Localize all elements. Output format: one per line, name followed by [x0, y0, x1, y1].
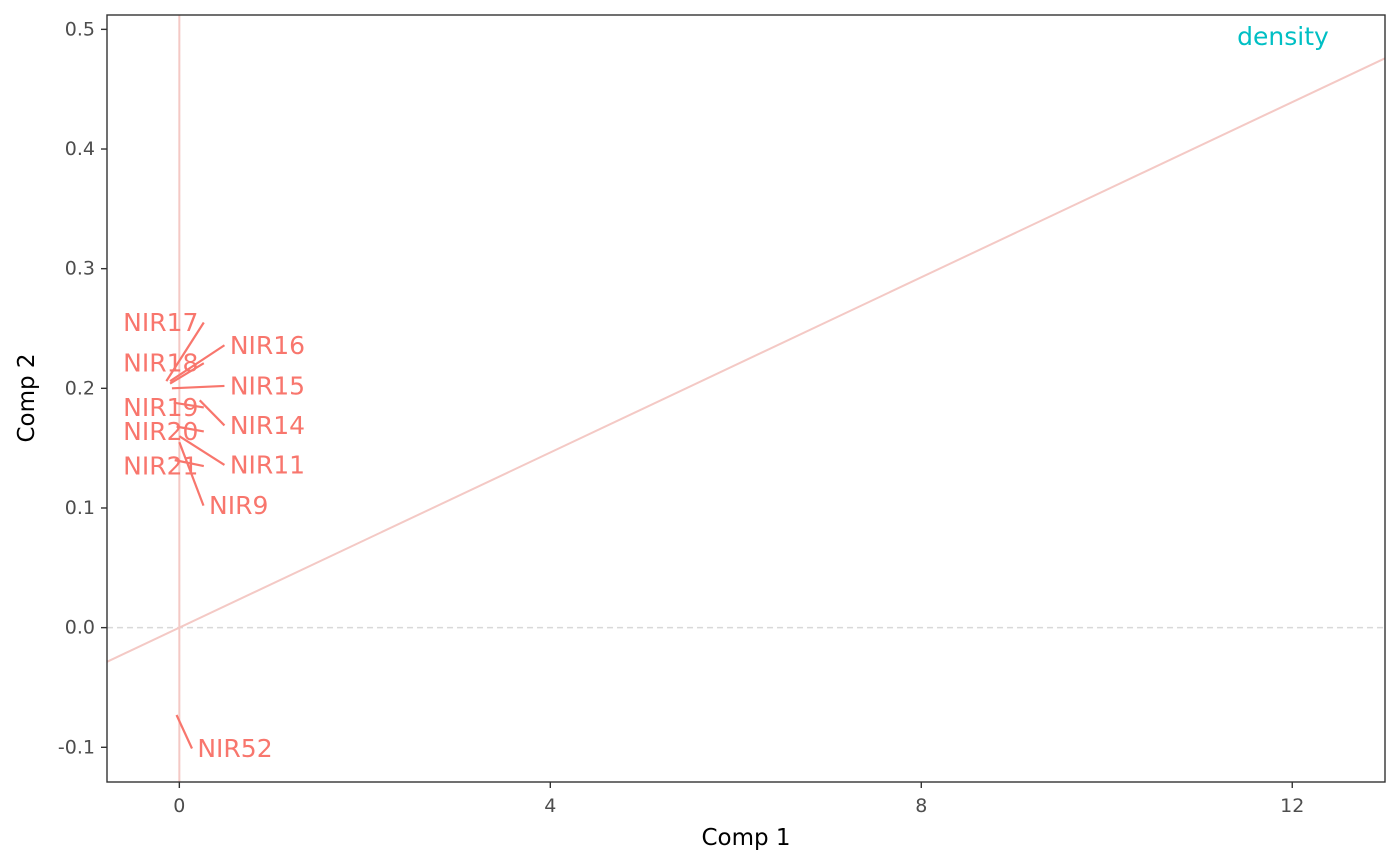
- y-tick-label-2: 0.1: [65, 497, 95, 519]
- y-tick-label-5: 0.4: [65, 138, 95, 160]
- label-connectors: [165, 321, 226, 749]
- point-label-nir15: NIR15: [230, 371, 305, 400]
- y-tick-label-3: 0.2: [65, 377, 95, 399]
- y-tick-label-0: -0.1: [58, 736, 95, 758]
- x-tick-label-1: 4: [544, 795, 556, 817]
- point-label-nir18: NIR18: [123, 349, 198, 378]
- x-axis-title: Comp 1: [701, 825, 790, 851]
- y-tick-label-1: 0.0: [65, 617, 95, 639]
- y-tick-label-6: 0.5: [65, 18, 95, 40]
- plot-panel-border: [106, 14, 1386, 783]
- connector-nir9: [178, 441, 205, 506]
- connector-nir15: [171, 384, 225, 390]
- connector-nir19: [173, 401, 204, 409]
- y-axis: -0.1 0.0 0.1 0.2 0.3 0.4 0.5: [58, 18, 107, 758]
- point-label-nir14: NIR14: [230, 411, 305, 440]
- point-labels: NIR17 NIR16 NIR18 NIR15 NIR19 NIR14 NIR20 NIR11…: [123, 308, 305, 763]
- point-label-nir20: NIR20: [123, 417, 198, 446]
- point-label-nir21: NIR21: [123, 452, 198, 481]
- point-label-nir52: NIR52: [197, 734, 272, 763]
- connector-nir52: [175, 714, 193, 749]
- guide-diagonal: [106, 57, 1386, 663]
- y-axis-title: Comp 2: [14, 353, 40, 442]
- point-label-nir19: NIR19: [123, 393, 198, 422]
- point-label-nir17: NIR17: [123, 308, 198, 337]
- x-tick-label-3: 12: [1280, 795, 1304, 817]
- annotation-density: density: [1237, 22, 1329, 51]
- point-label-nir16: NIR16: [230, 331, 305, 360]
- x-tick-label-2: 8: [915, 795, 927, 817]
- point-label-nir11: NIR11: [230, 450, 305, 479]
- connector-nir21: [174, 459, 205, 468]
- x-axis: 0 4 8 12: [173, 782, 1304, 817]
- reference-lines: [106, 15, 1386, 782]
- connector-nir20: [176, 425, 204, 433]
- connector-nir14: [198, 399, 226, 427]
- connector-nir16: [169, 344, 226, 383]
- connector-nir18: [169, 362, 205, 385]
- connector-nir17: [165, 321, 205, 382]
- connector-nir11: [178, 435, 226, 466]
- y-tick-label-4: 0.3: [65, 258, 95, 280]
- point-label-nir9: NIR9: [209, 491, 268, 520]
- x-tick-label-0: 0: [173, 795, 185, 817]
